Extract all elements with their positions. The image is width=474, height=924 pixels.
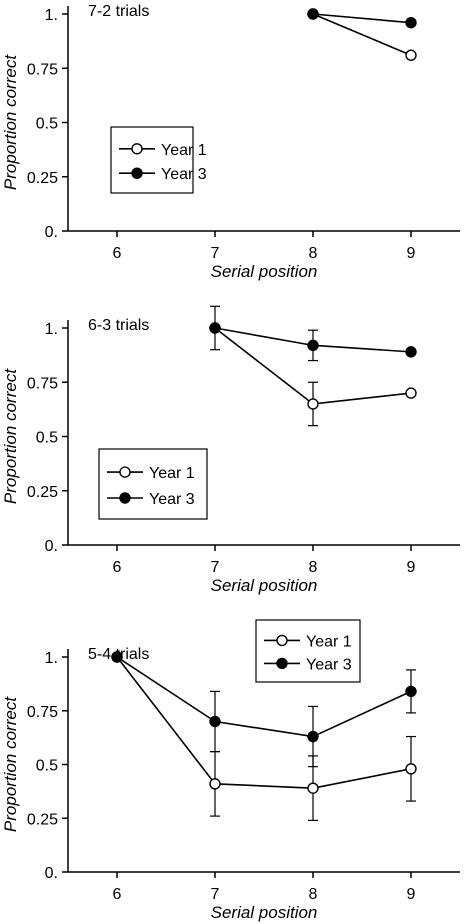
legend-marker-filled	[276, 657, 288, 670]
series-line	[116, 656, 412, 789]
x-tick-label: 7	[211, 559, 220, 576]
y-tick-label: 0.5	[36, 758, 58, 775]
data-point-open	[405, 387, 417, 399]
y-axis-title: Proportion correct	[1, 54, 20, 190]
legend-box	[98, 448, 208, 520]
legend-box	[255, 619, 361, 683]
y-tick-label: 1.	[45, 7, 58, 24]
data-point-filled	[307, 339, 319, 352]
panel-title: 6-3 trials	[88, 317, 149, 334]
x-tick-label: 8	[309, 559, 318, 576]
legend-label: Year 3	[306, 656, 352, 673]
data-point-open	[307, 398, 319, 410]
data-point-filled	[111, 651, 123, 663]
y-axis-title: Proportion correct	[1, 368, 20, 504]
series-line	[116, 656, 412, 738]
legend: Year 1 Year 3	[98, 448, 208, 520]
x-tick-label: 6	[113, 886, 122, 903]
data-point-open	[209, 778, 221, 790]
y-tick-label: 0.25	[27, 811, 58, 828]
x-tick-label: 7	[211, 245, 220, 262]
x-tick-label: 6	[113, 559, 122, 576]
chart-panel-1: 0. 0.25 0.5 0.75 1. 6 7 8 9 Proportion correct Ser…	[1, 3, 460, 281]
legend-label: Year 3	[161, 166, 207, 183]
legend-marker-open	[119, 466, 131, 478]
x-tick-label: 8	[309, 245, 318, 262]
y-tick-label: 0.	[45, 865, 58, 882]
x-tick-label: 9	[407, 245, 416, 262]
x-axis-title: Serial position	[211, 576, 318, 595]
data-point-filled	[405, 16, 417, 29]
x-tick-label: 6	[113, 245, 122, 262]
x-tick-label: 9	[407, 886, 416, 903]
x-axis-title: Serial position	[211, 262, 318, 281]
legend-marker-open	[131, 143, 143, 155]
data-point-filled	[307, 8, 319, 20]
x-tick-label: 9	[407, 559, 416, 576]
series-1	[307, 8, 417, 61]
y-tick-label: 0.	[45, 538, 58, 555]
legend-box	[110, 126, 194, 194]
legend-label: Year 1	[149, 465, 195, 482]
legend-marker-filled	[119, 492, 131, 504]
y-tick-label: 1.	[45, 650, 58, 667]
y-tick-label: 0.25	[27, 484, 58, 501]
y-tick-label: 0.5	[36, 430, 58, 447]
y-axis-title: Proportion correct	[1, 696, 20, 832]
series-1	[209, 305, 417, 427]
y-tick-label: 0.	[45, 224, 58, 241]
x-axis-title: Serial position	[211, 903, 318, 922]
data-point-open	[405, 763, 417, 775]
data-point-filled	[209, 715, 221, 728]
y-tick-label: 0.75	[27, 375, 58, 392]
legend-label: Year 3	[149, 491, 195, 508]
legend-label: Year 1	[161, 142, 207, 159]
y-tick-label: 0.25	[27, 170, 58, 187]
x-tick-label: 8	[309, 886, 318, 903]
legend: Year 1 Year 3	[110, 126, 207, 194]
y-tick-label: 0.75	[27, 704, 58, 721]
data-point-open	[307, 782, 319, 794]
chart-panel-3: 0. 0.25 0.5 0.75 1. 6 7 8 9 Proportion correct Ser…	[1, 619, 460, 922]
y-tick-label: 1.	[45, 321, 58, 338]
data-point-filled	[307, 730, 319, 743]
series-2	[209, 322, 417, 362]
data-point-open	[405, 49, 417, 61]
data-point-filled	[405, 685, 417, 698]
legend-marker-open	[276, 634, 288, 647]
legend: Year 1 Year 3	[255, 619, 361, 683]
legend-label: Year 1	[306, 633, 352, 650]
x-tick-label: 7	[211, 886, 220, 903]
series-2	[307, 8, 417, 29]
y-tick-label: 0.75	[27, 61, 58, 78]
series-line	[312, 13, 412, 56]
data-point-filled	[405, 346, 417, 358]
y-tick-label: 0.5	[36, 116, 58, 133]
panel-title: 7-2 trials	[88, 3, 149, 20]
series-line	[312, 13, 412, 24]
chart-panel-2: 0. 0.25 0.5 0.75 1. 6 7 8 9 Proportion correct Ser…	[1, 305, 460, 595]
series-2	[111, 651, 417, 768]
legend-marker-filled	[131, 167, 143, 179]
data-point-filled	[209, 322, 221, 334]
